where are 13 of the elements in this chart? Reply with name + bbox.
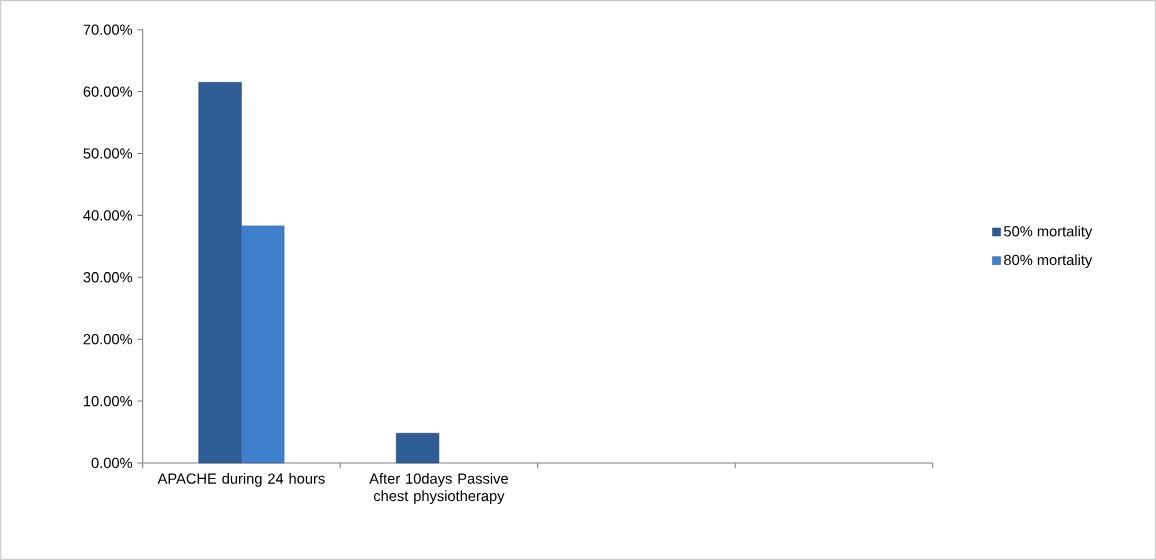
y-tick-label: 0.00%	[91, 457, 133, 469]
y-tick-label: 10.00%	[84, 395, 133, 407]
y-tick-label: 30.00%	[83, 272, 133, 283]
legend-label: 50% mortality	[1004, 225, 1093, 240]
y-tick-label: 20.00%	[83, 334, 133, 345]
y-tick-label: 40.00%	[83, 210, 133, 221]
legend-label: 80% mortality	[1004, 254, 1093, 268]
y-tick-label: 50.00%	[83, 148, 133, 159]
y-tick-label: 70.00%	[83, 24, 133, 35]
x-tick-label: APACHE during 24 hours	[157, 473, 325, 487]
bar	[395, 433, 440, 464]
x-tick-label: After 10days Passive chest physiotherapy	[369, 473, 508, 505]
y-tick-label: 60.00%	[83, 86, 133, 97]
